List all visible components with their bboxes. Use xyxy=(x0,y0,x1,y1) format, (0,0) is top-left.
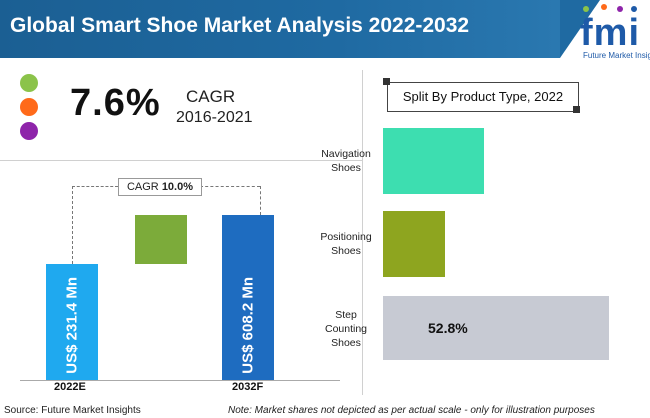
resize-handle-bottom-right xyxy=(573,106,580,113)
bar-navigation xyxy=(383,128,484,194)
data-label-step-counting: 52.8% xyxy=(428,320,468,336)
bar-2032: US$ 608.2 Mn xyxy=(222,215,274,380)
y-tick-navigation: Navigation Shoes xyxy=(311,147,381,175)
logo-wordmark: fmi xyxy=(580,12,640,54)
dashed-connector-top-left xyxy=(72,186,118,187)
resize-handle-top-left xyxy=(383,78,390,85)
bar-positioning xyxy=(383,211,445,277)
orange-dot-icon xyxy=(20,98,38,116)
cagr-period: 2016-2021 xyxy=(176,109,253,126)
bar-growth xyxy=(135,215,187,264)
header-banner xyxy=(0,0,600,58)
divider-horizontal xyxy=(0,160,362,161)
page-title: Global Smart Shoe Market Analysis 2022-2… xyxy=(10,14,470,37)
disclaimer-note: Note: Market shares not depicted as per … xyxy=(228,405,595,416)
cagr-label: CAGR xyxy=(186,87,236,106)
cagr-growth-value: 10.0% xyxy=(161,181,194,193)
y-tick-line: Counting xyxy=(324,323,368,335)
bar-2022: US$ 231.4 Mn xyxy=(46,264,98,380)
dashed-connector-top-right xyxy=(200,186,260,187)
dashed-connector-left xyxy=(72,186,73,264)
green-dot-icon xyxy=(20,74,38,92)
divider-vertical xyxy=(362,70,363,395)
bar-2032-label: US$ 608.2 Mn xyxy=(239,277,257,374)
y-tick-line: Navigation xyxy=(321,148,371,160)
x-tick-2022: 2022E xyxy=(54,381,86,393)
split-chart-title: Split By Product Type, 2022 xyxy=(387,82,579,112)
fmi-logo xyxy=(572,2,648,62)
x-tick-2032: 2032F xyxy=(232,381,264,393)
y-tick-line: Shoes xyxy=(331,162,361,174)
y-tick-positioning: Positioning Shoes xyxy=(311,230,381,258)
bar-step-counting xyxy=(383,296,609,360)
y-tick-line: Positioning xyxy=(320,231,372,243)
cagr-growth-text: CAGR xyxy=(126,181,159,193)
y-tick-line: Shoes xyxy=(331,337,361,349)
purple-dot-icon xyxy=(20,122,38,140)
bar-2022-label: US$ 231.4 Mn xyxy=(63,277,81,374)
y-tick-step-counting: Step Counting Shoes xyxy=(311,308,381,350)
y-tick-line: Shoes xyxy=(331,245,361,257)
logo-people-icon xyxy=(583,4,637,12)
logo-subtitle: Future Market Insights xyxy=(583,51,650,60)
x-axis-baseline xyxy=(20,380,340,381)
source-note: Source: Future Market Insights xyxy=(4,405,141,416)
dashed-connector-right xyxy=(260,186,261,215)
y-tick-line: Step xyxy=(335,309,357,321)
cagr-growth-label: CAGR 10.0% xyxy=(118,178,202,196)
cagr-value: 7.6% xyxy=(70,82,161,124)
